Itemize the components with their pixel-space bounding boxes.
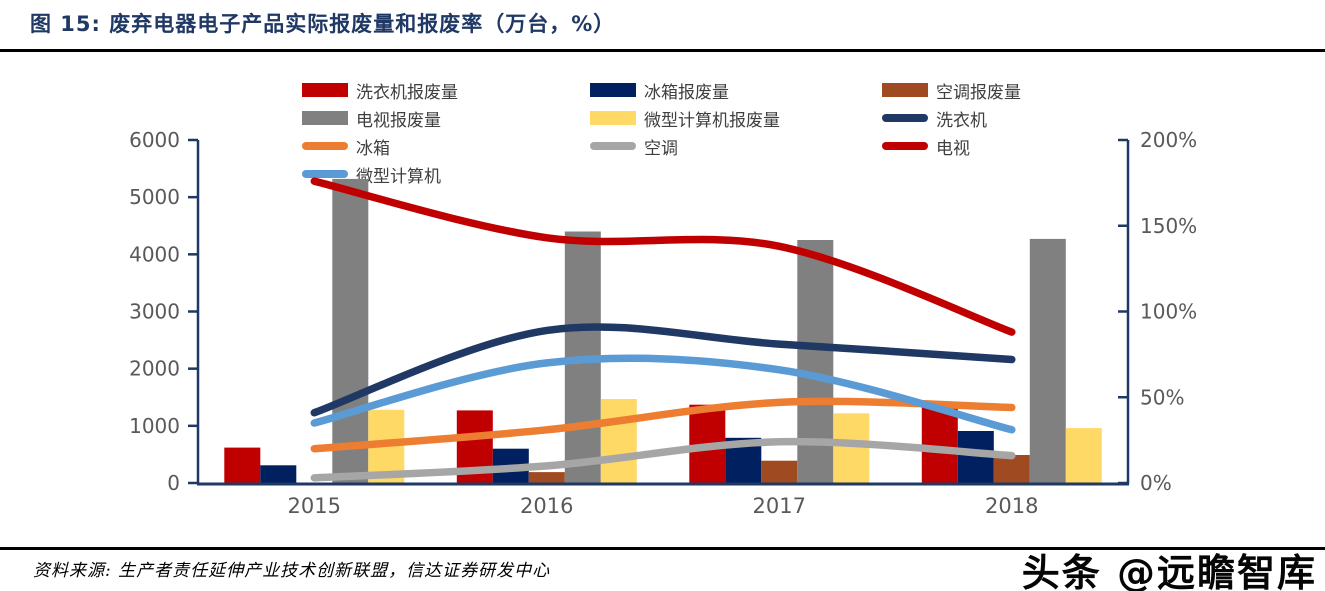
legend-bar-swatch: [302, 83, 348, 97]
left-axis-label: 5000: [129, 185, 180, 209]
footer-divider: [0, 547, 1325, 550]
legend-label: 冰箱报废量: [644, 82, 729, 103]
rate-line-微型计算机: [310, 354, 1016, 434]
legend-line-swatch: [882, 114, 928, 122]
left-axis-label: 2000: [129, 357, 180, 381]
x-axis-label: 2018: [985, 494, 1038, 518]
legend-label: 微型计算机: [356, 166, 441, 187]
legend-item: 微型计算机报废量: [590, 108, 780, 131]
bar-冰箱报废量-2015: [260, 465, 297, 483]
legend-item: 电视报废量: [302, 108, 441, 131]
x-axis-label: 2017: [753, 494, 806, 518]
bar-微型计算机报废量-2018: [1065, 428, 1102, 483]
legend-bar-swatch: [590, 111, 636, 125]
chart-title: 图 15: 废弃电器电子产品实际报废量和报废率（万台，%）: [30, 12, 616, 36]
left-axis-label: 4000: [129, 242, 180, 266]
rate-line-空调: [310, 437, 1016, 482]
bar-微型计算机报废量-2016: [600, 399, 637, 483]
right-axis-label: 200%: [1140, 128, 1197, 152]
watermark-text: 头条 @远瞻智库: [1021, 551, 1317, 591]
left-axis-label: 0: [167, 471, 180, 495]
right-axis-label: 0%: [1140, 471, 1172, 495]
legend-item: 洗衣机报废量: [302, 80, 458, 103]
legend-line-swatch: [302, 142, 348, 150]
legend-label: 空调报废量: [936, 82, 1021, 103]
bar-电视报废量-2017: [797, 240, 834, 483]
right-axis-label: 50%: [1140, 385, 1184, 409]
bar-空调报废量-2017: [761, 460, 798, 483]
legend-item: 冰箱: [302, 136, 390, 159]
legend-bar-swatch: [302, 111, 348, 125]
chart-legend: 洗衣机报废量 冰箱报废量 空调报废量电视报废量 微型计算机报废量 洗衣机冰箱 空调 电视微型…: [0, 0, 1325, 200]
x-axis-label: 2015: [288, 494, 341, 518]
bar-洗衣机报废量-2015: [224, 447, 261, 483]
bar-空调报废量-2016: [528, 472, 565, 483]
legend-bar-swatch: [882, 83, 928, 97]
x-axis-label: 2016: [520, 494, 573, 518]
legend-label: 空调: [644, 138, 678, 159]
bar-微型计算机报废量-2017: [833, 413, 870, 483]
legend-item: 冰箱报废量: [590, 80, 729, 103]
legend-label: 电视报废量: [356, 110, 441, 131]
legend-label: 洗衣机报废量: [356, 82, 458, 103]
bar-空调报废量-2018: [993, 455, 1030, 483]
legend-item: 空调: [590, 136, 678, 159]
left-axis-label: 1000: [129, 414, 180, 438]
bar-电视报废量-2015: [332, 178, 369, 483]
right-axis-label: 150%: [1140, 214, 1197, 238]
rate-line-电视: [310, 177, 1016, 336]
rate-line-冰箱: [310, 397, 1016, 453]
legend-line-swatch: [590, 142, 636, 150]
title-divider: [0, 49, 1325, 52]
bar-电视报废量-2018: [1029, 238, 1066, 483]
legend-label: 冰箱: [356, 138, 390, 159]
left-axis-label: 6000: [129, 128, 180, 152]
rate-line-洗衣机: [310, 323, 1016, 417]
legend-line-swatch: [882, 142, 928, 150]
legend-item: 空调报废量: [882, 80, 1021, 103]
source-text: 资料来源: 生产者责任延伸产业技术创新联盟，信达证券研发中心: [33, 561, 551, 581]
legend-label: 电视: [936, 138, 970, 159]
legend-item: 电视: [882, 136, 970, 159]
legend-label: 洗衣机: [936, 110, 987, 131]
left-axis-label: 3000: [129, 300, 180, 324]
legend-item: 洗衣机: [882, 108, 987, 131]
right-axis-label: 100%: [1140, 300, 1197, 324]
legend-label: 微型计算机报废量: [644, 110, 780, 131]
legend-bar-swatch: [590, 83, 636, 97]
legend-line-swatch: [302, 170, 348, 178]
legend-item: 微型计算机: [302, 164, 441, 187]
